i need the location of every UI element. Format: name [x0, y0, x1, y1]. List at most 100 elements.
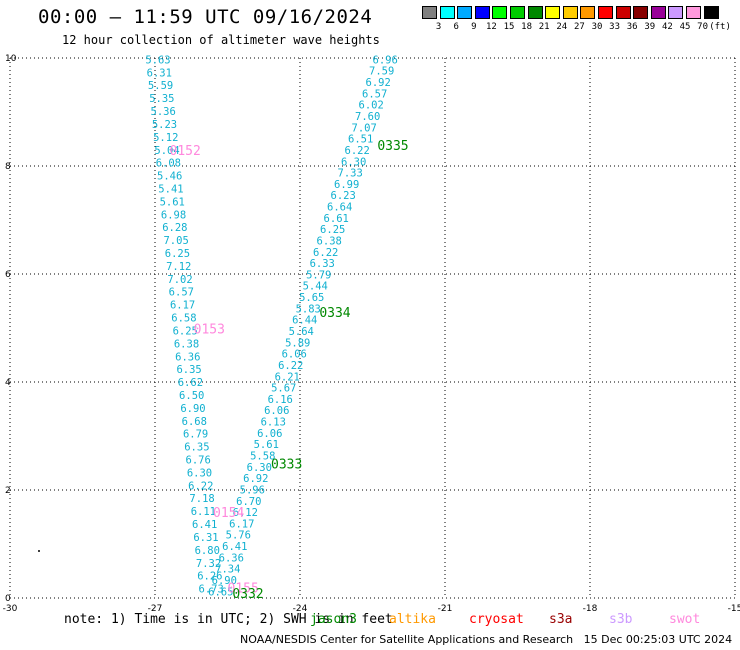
wave-height-value: 5.46	[157, 171, 182, 183]
wave-height-value: 5.61	[160, 196, 185, 208]
wave-height-value: 6.68	[182, 416, 207, 428]
track-time-label: 0153	[194, 322, 225, 337]
wave-height-value: 6.76	[186, 455, 211, 467]
wave-height-value: 5.89	[285, 337, 310, 349]
scale-label: 27	[573, 22, 585, 32]
wave-height-value: 7.33	[338, 168, 363, 180]
wave-height-value: 6.50	[179, 390, 204, 402]
mission-label: s3a	[549, 612, 573, 627]
x-tick-label: -18	[583, 604, 598, 614]
scale-label: 3	[435, 22, 442, 32]
wave-height-value: 6.16	[268, 394, 293, 406]
wave-height-value: 5.35	[149, 93, 174, 105]
wave-height-value: 6.57	[362, 88, 387, 100]
y-tick-label: 0	[5, 594, 11, 604]
wave-height-value: 6.51	[348, 134, 373, 146]
footnote: note: 1) Time is in UTC; 2) SWH is in fe…	[64, 612, 393, 627]
wave-height-value: 6.25	[320, 224, 345, 236]
wave-height-value: 6.22	[345, 145, 370, 157]
wave-height-value: 6.38	[174, 338, 199, 350]
wave-height-value: 6.22	[278, 360, 303, 372]
x-tick-label: -21	[438, 604, 453, 614]
wave-height-value: 6.35	[184, 442, 209, 454]
y-tick-label: 6	[5, 270, 11, 280]
wave-height-value: 6.96	[373, 54, 398, 66]
scale-swatch	[615, 6, 631, 19]
wave-height-value: 6.30	[341, 156, 366, 168]
scale-swatch	[580, 6, 596, 19]
wave-height-value: 5.12	[153, 132, 178, 144]
x-tick-label: -24	[293, 604, 308, 614]
scale-swatch	[439, 6, 455, 19]
wave-height-value: 6.30	[187, 467, 212, 479]
scale-swatch	[562, 6, 578, 19]
scale-swatch	[492, 6, 508, 19]
wave-height-value: 6.44	[292, 315, 317, 327]
x-tick-label: -30	[3, 604, 18, 614]
track-time-label: 0334	[319, 306, 350, 321]
wave-height-value: 6.38	[317, 235, 342, 247]
scale-swatch	[474, 6, 490, 19]
wave-height-value: 6.73	[199, 584, 224, 596]
wave-height-value: 5.96	[240, 484, 265, 496]
wave-height-value: 6.06	[282, 349, 307, 361]
scale-unit: (ft)	[709, 22, 731, 32]
wave-height-value: 6.92	[366, 77, 391, 89]
y-tick-label: 2	[5, 486, 11, 496]
track-time-label: 0333	[271, 457, 302, 472]
wave-height-value: 6.92	[243, 473, 268, 485]
scale-label: 30	[591, 22, 603, 32]
track-time-label: 0332	[232, 587, 263, 602]
wave-height-value: 6.99	[334, 179, 359, 191]
wave-height-value: 6.58	[171, 313, 196, 325]
track-time-label: 0155	[228, 582, 259, 597]
scale-label: 6	[453, 22, 459, 32]
wave-height-value: 7.12	[166, 261, 191, 273]
wave-height-value: 6.57	[169, 287, 194, 299]
wave-height-value: 6.17	[229, 518, 254, 530]
wave-height-value: 5.83	[296, 303, 321, 315]
scale-label: 18	[521, 22, 533, 32]
wave-height-value: 5.63	[145, 54, 170, 66]
y-tick-label: 8	[5, 162, 11, 172]
wave-height-value: 6.30	[247, 462, 272, 474]
track-time-label: 0335	[377, 139, 408, 154]
wave-height-value: 5.23	[152, 119, 177, 131]
scale-swatch	[510, 6, 525, 19]
wave-height-value: 6.22	[313, 247, 338, 259]
wave-height-value: 6.65	[208, 586, 233, 598]
wave-height-value: 6.61	[324, 213, 349, 225]
wave-height-value: 6.23	[331, 190, 356, 202]
scale-swatch	[686, 6, 701, 19]
scale-swatch	[633, 6, 649, 19]
wave-height-value: 6.41	[192, 519, 217, 531]
wave-height-value: 6.06	[257, 428, 282, 440]
mission-label: jason3	[310, 612, 357, 627]
wave-height-value: 5.58	[250, 450, 275, 462]
credit-footer: NOAA/NESDIS Center for Satellite Applica…	[240, 633, 733, 646]
wave-height-value: 5.64	[289, 326, 314, 338]
scale-label: 70	[697, 22, 709, 32]
wave-height-value: 6.08	[156, 158, 181, 170]
wave-height-value: 5.04	[154, 145, 179, 157]
scale-label: 39	[644, 22, 656, 32]
scale-swatch	[598, 6, 613, 19]
page-subtitle: 12 hour collection of altimeter wave hei…	[62, 33, 380, 47]
wave-height-value: 5.61	[254, 439, 279, 451]
wave-height-value: 5.36	[151, 106, 176, 118]
wave-height-value: 6.12	[233, 507, 258, 519]
scale-swatch	[527, 6, 543, 19]
scale-swatch	[457, 6, 473, 19]
wave-height-value: 7.60	[355, 111, 380, 123]
wave-height-value: 6.25	[165, 248, 190, 260]
scale-swatch	[545, 6, 561, 19]
wave-height-value: 7.05	[163, 235, 188, 247]
scale-label: 12	[485, 22, 497, 32]
wave-height-value: 7.32	[196, 558, 221, 570]
x-tick-label: -15	[728, 604, 740, 614]
wave-height-value: 5.65	[299, 292, 324, 304]
scale-label: 42	[661, 22, 673, 32]
wave-height-value: 7.07	[352, 122, 377, 134]
track-time-label: 0154	[213, 506, 244, 521]
